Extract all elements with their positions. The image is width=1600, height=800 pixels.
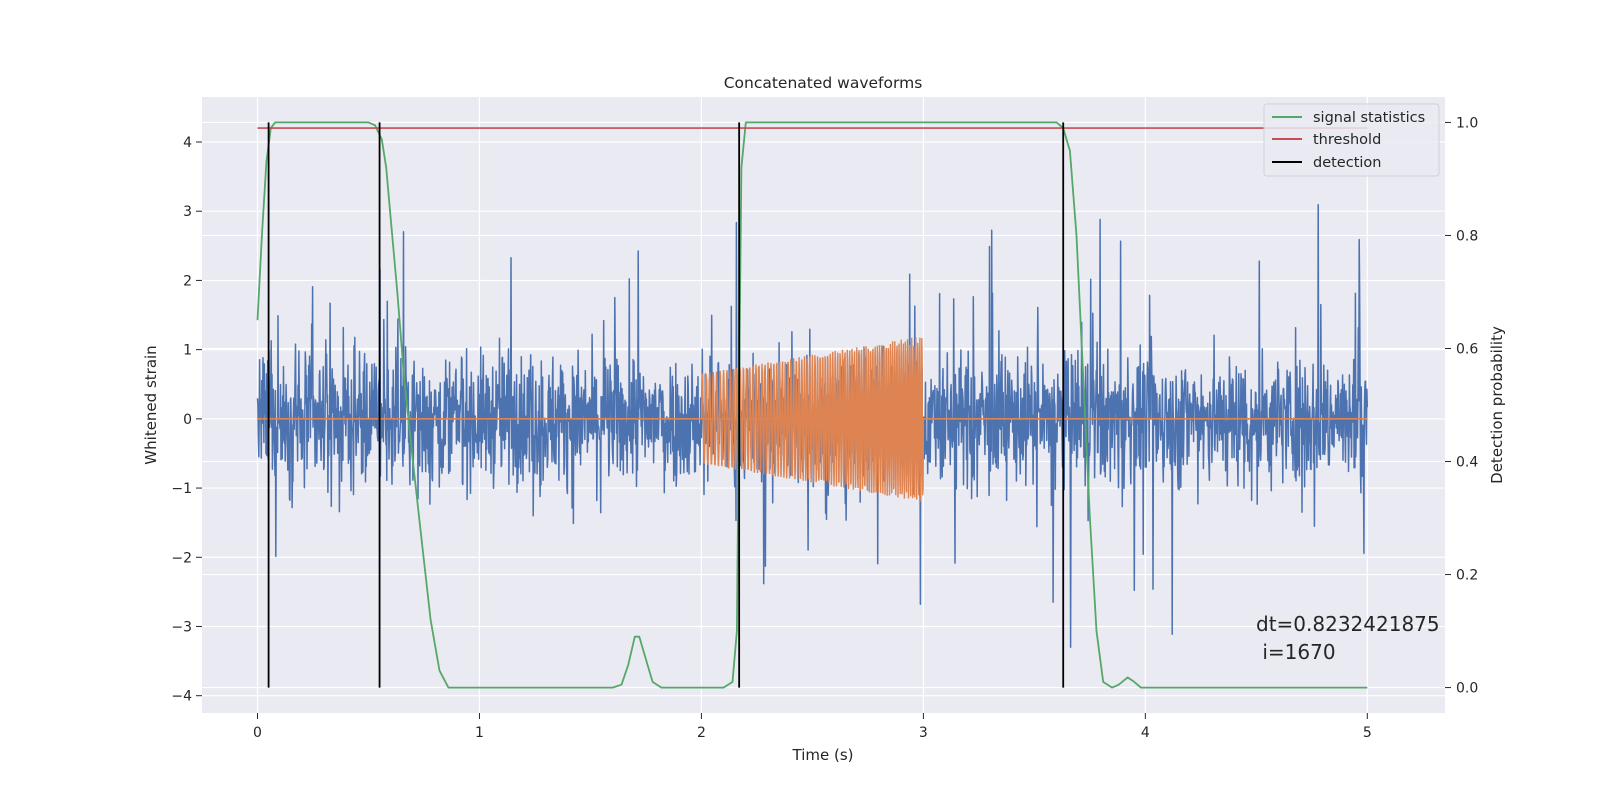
y-tick-label: 0 bbox=[183, 412, 192, 428]
y2-axis-label: Detection probability bbox=[1488, 326, 1506, 484]
legend: signal statistics threshold detection bbox=[1263, 103, 1440, 177]
legend-label-detection: detection bbox=[1313, 155, 1381, 171]
y-tick-label: 4 bbox=[183, 135, 192, 151]
y2-tick-label: 0.0 bbox=[1456, 681, 1478, 697]
y-axis-left: 4 3 2 1 0 −1 −2 −3 −4 bbox=[171, 135, 202, 705]
chart-title: Concatenated waveforms bbox=[724, 74, 923, 92]
y2-tick-label: 0.8 bbox=[1456, 228, 1478, 244]
x-axis-label: Time (s) bbox=[792, 746, 854, 764]
y2-tick-label: 1.0 bbox=[1456, 115, 1478, 131]
y-tick-label: −3 bbox=[171, 619, 192, 635]
annotation-dt: dt=0.8232421875 bbox=[1256, 612, 1440, 636]
y2-tick-label: 0.6 bbox=[1456, 341, 1478, 357]
y-tick-label: −4 bbox=[171, 689, 192, 705]
x-tick-label: 3 bbox=[919, 725, 928, 741]
legend-label-threshold: threshold bbox=[1313, 132, 1381, 148]
x-tick-label: 2 bbox=[697, 725, 706, 741]
annotation-i: i=1670 bbox=[1256, 640, 1336, 664]
y2-tick-label: 0.4 bbox=[1456, 455, 1478, 471]
y-tick-label: 2 bbox=[183, 273, 192, 289]
detection-series bbox=[267, 122, 1065, 688]
y-tick-label: 1 bbox=[183, 343, 192, 359]
legend-box bbox=[1263, 103, 1440, 177]
y-tick-label: −2 bbox=[171, 550, 192, 566]
x-axis: 0 1 2 3 4 5 bbox=[253, 713, 1372, 741]
x-tick-label: 1 bbox=[475, 725, 484, 741]
y-axis-label: Whitened strain bbox=[142, 345, 160, 464]
x-tick-label: 5 bbox=[1363, 725, 1372, 741]
x-tick-label: 0 bbox=[253, 725, 262, 741]
x-tick-label: 4 bbox=[1141, 725, 1150, 741]
legend-label-signal-statistics: signal statistics bbox=[1313, 110, 1425, 126]
signal-statistics-series bbox=[256, 121, 1368, 689]
y2-tick-label: 0.2 bbox=[1456, 568, 1478, 584]
y-tick-label: 3 bbox=[183, 204, 192, 220]
y-axis-right: 1.0 0.8 0.6 0.4 0.2 0.0 bbox=[1445, 115, 1478, 697]
signal-statistics-line bbox=[256, 121, 1368, 689]
y-tick-label: −1 bbox=[171, 481, 192, 497]
